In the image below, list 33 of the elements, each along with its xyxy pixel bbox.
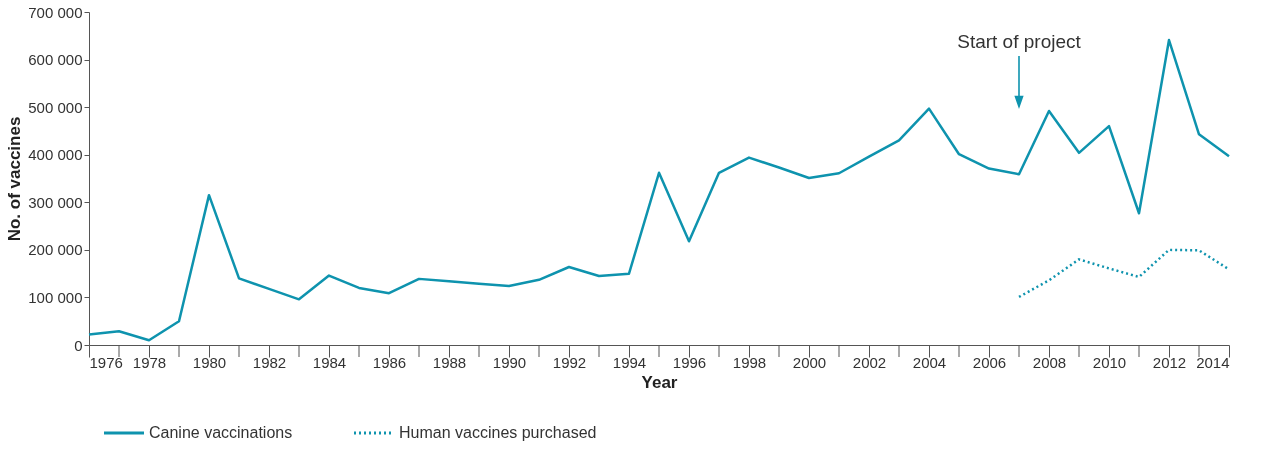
y-tick-label: 300 000	[28, 193, 83, 211]
x-tick-label: 1978	[132, 353, 167, 371]
y-tick-label: 0	[74, 336, 83, 354]
x-tick-label: 2006	[972, 353, 1007, 371]
legend-label: Canine vaccinations	[149, 424, 293, 441]
x-tick-label: 1990	[492, 353, 527, 371]
annotation: Start of project	[957, 31, 1082, 52]
y-tick-label: 700 000	[28, 3, 83, 21]
y-tick-label: 400 000	[28, 146, 83, 164]
x-tick-label: 1998	[732, 353, 767, 371]
x-tick-label: 1980	[192, 353, 227, 371]
x-tick-label: 2004	[912, 353, 947, 371]
y-tick-label: 600 000	[28, 51, 83, 69]
y-tick-label: 200 000	[28, 241, 83, 259]
x-tick-label: 1988	[432, 353, 467, 371]
x-tick-label: 1986	[372, 353, 407, 371]
x-tick-label: 1982	[252, 353, 287, 371]
x-tick-label: 2008	[1032, 353, 1067, 371]
x-tick-label: 2000	[792, 353, 827, 371]
x-tick-label: 2002	[852, 353, 887, 371]
x-tick-label: 1992	[552, 353, 587, 371]
y-tick-label: 100 000	[28, 288, 83, 306]
y-axis-title: No. of vaccines	[5, 116, 25, 242]
x-axis-title: Year	[641, 372, 678, 392]
legend-label: Human vaccines purchased	[399, 424, 597, 441]
x-tick-label: 1984	[312, 353, 347, 371]
x-tick-label: 1996	[672, 353, 707, 371]
x-tick-label: 2014	[1196, 353, 1230, 371]
y-tick-label: 500 000	[28, 98, 83, 116]
x-tick-label: 1994	[612, 353, 647, 371]
x-tick-label: 2010	[1092, 353, 1127, 371]
x-tick-label: 1976	[89, 353, 123, 371]
x-tick-label: 2012	[1152, 353, 1187, 371]
